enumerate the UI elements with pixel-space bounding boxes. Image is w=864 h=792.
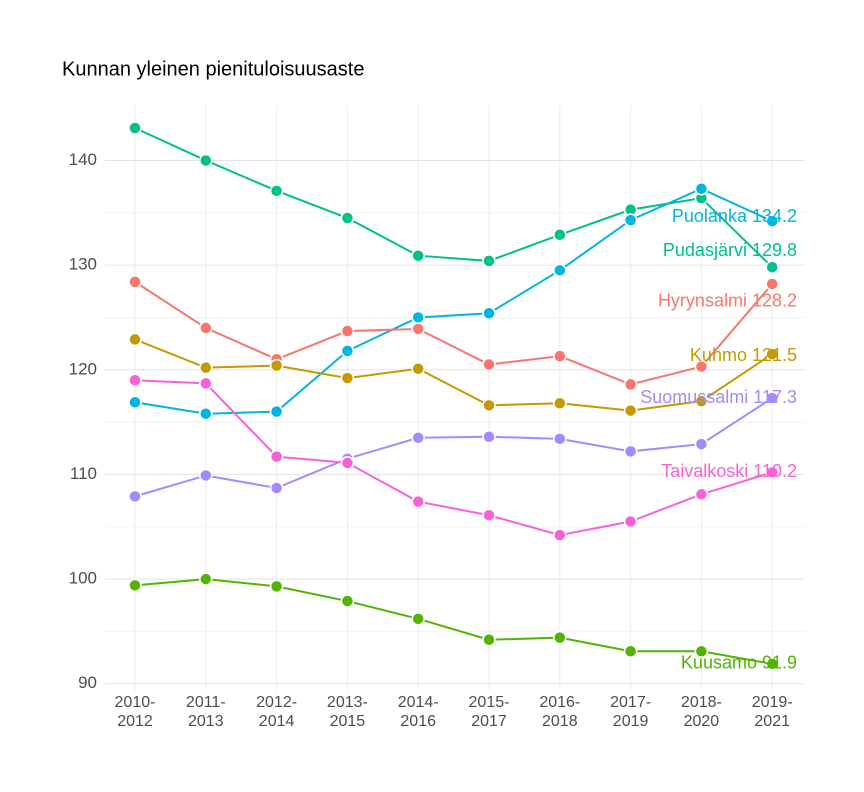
series-line bbox=[134, 281, 773, 386]
data-point bbox=[199, 572, 213, 586]
data-point bbox=[482, 306, 496, 321]
data-point bbox=[269, 481, 284, 495]
end-label: Puolanka 134.2 bbox=[672, 206, 797, 226]
x-tick-label: 2016-2018 bbox=[539, 694, 581, 730]
data-point bbox=[269, 449, 284, 464]
x-tick-label: 2014-2016 bbox=[397, 694, 439, 730]
data-point bbox=[199, 406, 213, 421]
y-tick-label: 110 bbox=[70, 464, 97, 483]
data-point bbox=[128, 332, 142, 347]
data-point bbox=[411, 248, 425, 263]
x-tick-label: 2018-2020 bbox=[680, 694, 722, 730]
y-tick-label: 130 bbox=[69, 255, 97, 274]
data-point bbox=[340, 211, 355, 225]
data-point bbox=[340, 344, 355, 358]
data-point bbox=[623, 644, 638, 659]
data-point bbox=[694, 359, 709, 374]
data-point bbox=[340, 594, 355, 608]
data-point bbox=[340, 371, 355, 385]
data-point bbox=[765, 347, 779, 361]
data-point bbox=[340, 324, 355, 338]
series-line bbox=[134, 379, 773, 537]
y-tick-label: 140 bbox=[69, 150, 97, 169]
end-label: Suomussalmi 117.3 bbox=[640, 387, 797, 407]
x-tick-label: 2017-2019 bbox=[610, 694, 652, 730]
data-point bbox=[128, 578, 142, 593]
x-tick-label: 2011-2013 bbox=[185, 694, 226, 730]
data-point bbox=[411, 310, 425, 325]
data-point bbox=[765, 657, 779, 671]
data-point bbox=[411, 431, 425, 445]
data-point bbox=[694, 394, 709, 408]
data-point bbox=[199, 468, 213, 483]
data-point bbox=[128, 489, 142, 504]
data-point bbox=[269, 184, 284, 198]
data-point bbox=[411, 494, 425, 509]
data-point bbox=[411, 361, 425, 376]
data-point bbox=[199, 153, 213, 168]
data-point bbox=[269, 579, 284, 594]
data-point bbox=[553, 228, 567, 242]
end-label: Kuhmo 121.5 bbox=[690, 345, 797, 365]
data-point bbox=[553, 349, 567, 363]
data-point bbox=[199, 360, 213, 375]
chart-title: Kunnan yleinen pienituloisuusaste bbox=[62, 58, 364, 80]
data-point bbox=[340, 456, 355, 470]
y-tick-label: 120 bbox=[69, 359, 97, 378]
series-line bbox=[134, 187, 773, 415]
data-point bbox=[623, 213, 638, 227]
y-tick-label: 90 bbox=[78, 673, 97, 692]
data-point bbox=[765, 465, 779, 480]
end-label: Taivalkoski 110.2 bbox=[661, 461, 797, 481]
data-point bbox=[623, 514, 638, 529]
data-point bbox=[765, 391, 779, 405]
end-label: Hyrynsalmi 128.2 bbox=[658, 291, 797, 311]
data-point bbox=[765, 277, 779, 291]
data-point bbox=[128, 395, 142, 409]
data-point bbox=[694, 437, 709, 451]
end-label: Pudasjärvi 129.8 bbox=[663, 240, 797, 260]
x-tick-label: 2010-2012 bbox=[114, 694, 156, 730]
data-point bbox=[269, 404, 284, 419]
data-point bbox=[482, 508, 496, 522]
series-line bbox=[134, 578, 773, 665]
y-tick-label: 100 bbox=[69, 569, 97, 588]
data-point bbox=[269, 358, 284, 373]
data-point bbox=[553, 528, 567, 542]
data-point bbox=[128, 275, 142, 289]
data-point bbox=[199, 321, 213, 335]
data-point bbox=[623, 444, 638, 459]
data-point bbox=[482, 633, 496, 647]
series-line bbox=[134, 338, 773, 412]
data-point bbox=[694, 644, 709, 659]
series-line bbox=[134, 397, 773, 498]
data-point bbox=[199, 376, 213, 391]
data-point bbox=[553, 263, 567, 278]
x-tick-label: 2012-2014 bbox=[256, 694, 298, 730]
data-point bbox=[411, 322, 425, 336]
data-point bbox=[553, 396, 567, 411]
x-tick-label: 2013-2015 bbox=[326, 694, 368, 730]
data-point bbox=[482, 357, 496, 372]
end-label: Kuusamo 91.9 bbox=[681, 653, 797, 673]
data-point bbox=[694, 181, 709, 196]
data-point bbox=[694, 487, 709, 502]
data-point bbox=[411, 612, 425, 626]
data-point bbox=[482, 429, 496, 444]
x-tick-label: 2019-2021 bbox=[751, 694, 793, 730]
data-point bbox=[623, 403, 638, 418]
data-point bbox=[765, 214, 779, 228]
data-point bbox=[482, 254, 496, 268]
data-point bbox=[765, 260, 779, 274]
x-tick-label: 2015-2017 bbox=[468, 694, 510, 730]
data-point bbox=[128, 121, 142, 135]
data-point bbox=[553, 630, 567, 645]
data-point bbox=[128, 373, 142, 387]
data-point bbox=[482, 398, 496, 413]
data-point bbox=[553, 432, 567, 446]
data-point bbox=[623, 377, 638, 392]
